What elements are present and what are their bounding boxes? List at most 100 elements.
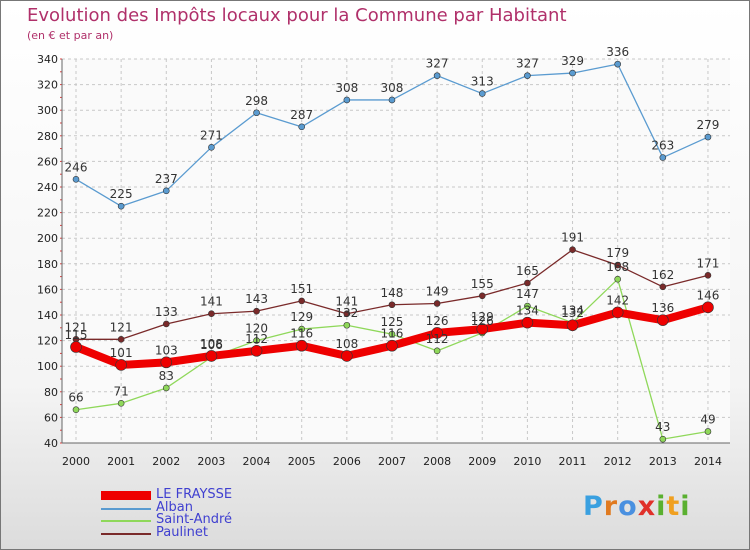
data-label-paulinet: 155 — [471, 277, 494, 291]
y-tick-label: 220 — [37, 207, 58, 220]
data-label-paulinet: 162 — [651, 268, 674, 282]
logo-letter: i — [656, 491, 667, 522]
data-point-le-fraysse — [431, 327, 443, 339]
data-label-le-fraysse: 126 — [426, 314, 449, 328]
data-point-alban — [704, 133, 712, 141]
data-point-paulinet — [659, 283, 667, 291]
data-label-paulinet: 141 — [200, 295, 223, 309]
data-point-saint-andr- — [343, 321, 351, 329]
data-point-saint-andr- — [298, 325, 306, 333]
data-label-paulinet: 121 — [110, 320, 133, 334]
data-label-le-fraysse: 101 — [110, 346, 133, 360]
data-label-alban: 327 — [516, 57, 539, 71]
data-label-le-fraysse: 146 — [697, 288, 720, 302]
data-point-saint-andr- — [433, 347, 441, 355]
data-point-paulinet — [388, 301, 396, 309]
data-label-paulinet: 151 — [290, 282, 313, 296]
data-point-alban — [253, 109, 260, 117]
data-label-saint-andr-: 132 — [335, 306, 358, 320]
legend-swatch-alban — [101, 507, 151, 510]
data-label-le-fraysse: 112 — [245, 332, 268, 346]
data-point-paulinet — [704, 272, 712, 279]
data-point-paulinet — [117, 336, 125, 343]
data-label-saint-andr-: 106 — [200, 338, 223, 352]
data-label-paulinet: 143 — [245, 292, 268, 306]
legend-swatch-le-fraysse — [101, 491, 151, 500]
data-point-le-fraysse — [521, 316, 534, 329]
data-label-saint-andr-: 66 — [68, 391, 83, 405]
y-tick-label: 260 — [37, 155, 58, 168]
y-tick-label: 120 — [37, 335, 58, 348]
data-label-paulinet: 121 — [65, 320, 88, 334]
y-tick-label: 140 — [37, 309, 58, 322]
chart-subtitle: (en € et par an) — [27, 29, 114, 42]
data-point-paulinet — [569, 246, 576, 254]
data-point-le-fraysse — [566, 319, 579, 332]
data-point-le-fraysse — [657, 314, 669, 326]
y-tick-label: 180 — [37, 258, 58, 271]
data-point-le-fraysse — [702, 301, 714, 314]
logo-letter: P — [583, 491, 604, 522]
data-label-le-fraysse: 132 — [561, 306, 584, 320]
data-point-le-fraysse — [70, 341, 82, 353]
data-point-le-fraysse — [386, 339, 398, 352]
data-label-le-fraysse: 108 — [200, 337, 223, 351]
data-point-alban — [388, 96, 396, 104]
x-tick-label: 2008 — [423, 455, 451, 468]
legend-label-le-fraysse: LE FRAYSSE — [156, 487, 233, 502]
data-label-paulinet: 148 — [381, 286, 404, 300]
data-point-paulinet — [478, 292, 486, 300]
data-point-paulinet — [162, 320, 170, 328]
data-label-paulinet: 171 — [697, 256, 720, 270]
data-label-saint-andr-: 168 — [606, 260, 629, 274]
data-point-le-fraysse — [476, 323, 489, 335]
y-tick-label: 240 — [37, 181, 58, 194]
data-point-paulinet — [253, 307, 260, 315]
logo-letter: i — [680, 491, 691, 522]
data-point-saint-andr- — [388, 330, 396, 338]
x-tick-label: 2001 — [107, 455, 135, 468]
data-label-saint-andr-: 112 — [426, 332, 449, 346]
data-label-saint-andr-: 129 — [290, 310, 313, 324]
data-label-le-fraysse: 142 — [606, 293, 629, 307]
data-label-le-fraysse: 103 — [155, 343, 178, 357]
data-point-saint-andr- — [524, 302, 531, 310]
y-tick-label: 200 — [37, 232, 58, 245]
logo-letter: o — [618, 491, 638, 522]
legend-label-saint-andre: Saint-André — [156, 512, 233, 527]
data-label-alban: 298 — [245, 94, 268, 108]
data-point-alban — [524, 72, 531, 79]
y-tick-label: 280 — [37, 130, 58, 143]
data-point-le-fraysse — [250, 345, 263, 357]
data-label-saint-andr-: 134 — [561, 304, 584, 318]
data-point-saint-andr- — [253, 337, 260, 344]
data-point-le-fraysse — [115, 359, 127, 371]
data-label-saint-andr-: 83 — [159, 369, 174, 383]
data-label-alban: 263 — [651, 139, 674, 153]
data-label-alban: 308 — [335, 81, 358, 95]
data-point-alban — [298, 123, 306, 131]
data-point-le-fraysse — [205, 350, 218, 362]
data-label-alban: 308 — [381, 81, 404, 95]
legend-label-alban: Alban — [156, 499, 193, 515]
data-label-saint-andr-: 147 — [516, 287, 539, 301]
data-label-saint-andr-: 125 — [381, 315, 404, 329]
data-label-saint-andr-: 71 — [113, 384, 128, 398]
data-label-alban: 279 — [697, 118, 720, 132]
y-tick-label: 100 — [37, 360, 58, 373]
data-point-saint-andr- — [704, 428, 712, 435]
y-tick-label: 40 — [44, 437, 58, 450]
data-point-alban — [162, 187, 170, 195]
chart-title: Evolution des Impôts locaux pour la Comm… — [27, 5, 567, 26]
data-label-alban: 329 — [561, 54, 584, 68]
legend-swatch-paulinet — [101, 532, 151, 535]
logo-letter: x — [637, 491, 657, 522]
y-tick-label: 160 — [37, 283, 58, 296]
data-point-paulinet — [298, 297, 306, 305]
data-point-alban — [117, 202, 125, 210]
data-point-paulinet — [343, 310, 351, 318]
data-point-alban — [614, 60, 621, 68]
data-label-alban: 327 — [426, 57, 449, 71]
